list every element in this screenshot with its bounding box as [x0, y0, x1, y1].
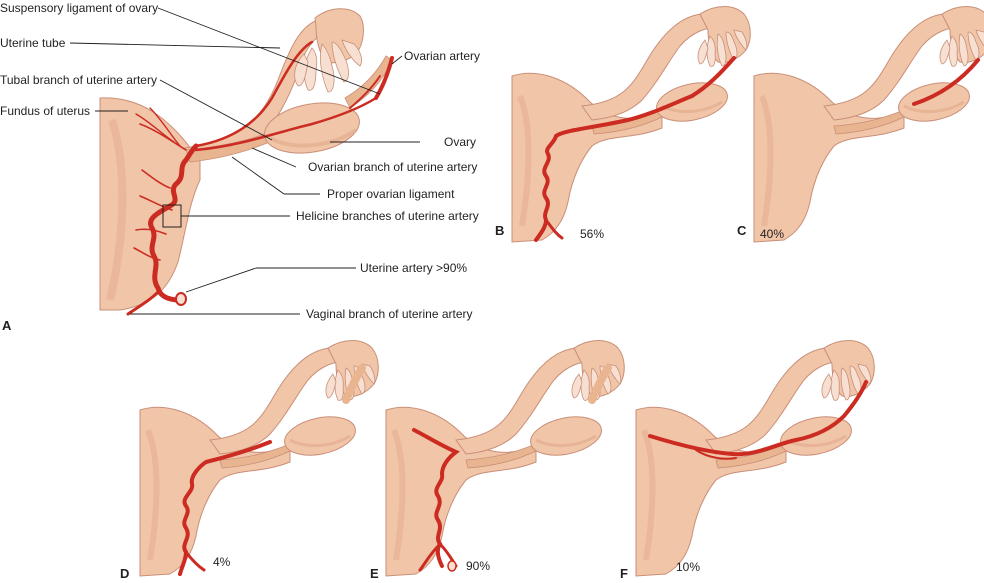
label-vaginal-branch: Vaginal branch of uterine artery: [306, 307, 473, 321]
panel-a-leader-lines: [69, 7, 420, 315]
label-suspensory-ligament: Suspensory ligament of ovary: [0, 1, 158, 15]
panel-d-percent: 4%: [213, 555, 231, 569]
panel-d-illustration: [140, 341, 378, 577]
label-uterine-tube: Uterine tube: [0, 36, 66, 50]
panel-letter-b: B: [495, 223, 504, 238]
label-proper-ovarian-ligament: Proper ovarian ligament: [327, 187, 455, 201]
label-ovarian-artery: Ovarian artery: [404, 49, 480, 63]
panel-e-percent: 90%: [466, 559, 490, 573]
label-tubal-branch: Tubal branch of uterine artery: [0, 73, 157, 87]
label-uterine-artery: Uterine artery >90%: [360, 261, 467, 275]
panel-f-illustration: [636, 341, 874, 577]
label-ovary: Ovary: [444, 135, 476, 149]
panel-letter-c: C: [737, 223, 747, 238]
panel-letter-e: E: [370, 566, 379, 581]
panel-b-percent: 56%: [580, 227, 604, 241]
panel-c-illustration: [754, 7, 984, 243]
panel-c-percent: 40%: [760, 227, 784, 241]
panel-letter-a: A: [2, 318, 12, 333]
panel-letter-d: D: [120, 566, 129, 581]
panel-a-illustration: [99, 8, 394, 316]
panel-b-illustration: [512, 7, 750, 243]
label-ovarian-branch: Ovarian branch of uterine artery: [308, 160, 477, 174]
label-fundus: Fundus of uterus: [0, 104, 90, 118]
panel-f-percent: 10%: [676, 560, 700, 574]
panel-letter-f: F: [620, 566, 628, 581]
label-helicine-branches: Helicine branches of uterine artery: [296, 209, 479, 223]
panel-e-illustration: [386, 341, 624, 577]
